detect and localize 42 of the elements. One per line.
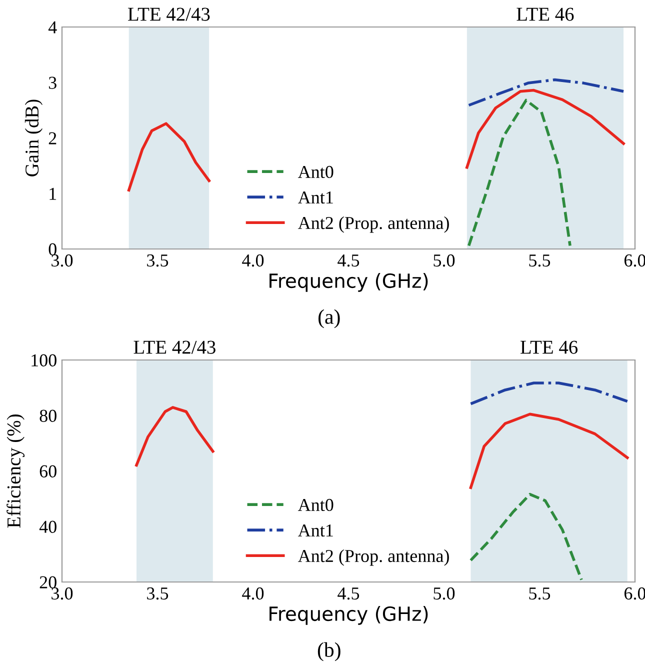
y-tick-label: 4 xyxy=(48,21,57,34)
x-tick-label: 5.5 xyxy=(529,254,550,267)
x-tick-label: 3.0 xyxy=(52,587,73,600)
y-tick-label: 100 xyxy=(32,354,56,366)
band-label: LTE 46 xyxy=(516,8,574,21)
y-tick-label: 40 xyxy=(39,520,56,533)
text: (a) xyxy=(318,309,340,328)
band-label: LTE 42/43 xyxy=(128,8,210,21)
line-series xyxy=(469,382,629,406)
y-tick-label: 20 xyxy=(40,576,56,588)
y-axis-title: Efficiency (%) xyxy=(6,414,24,528)
x-tick-label: 3.0 xyxy=(52,254,73,267)
x-tick-label: 4.5 xyxy=(338,588,360,600)
legend-label: Ant2 (Prop. antenna) xyxy=(298,549,449,566)
x-tick-label: 3.5 xyxy=(147,587,168,600)
x-tick-label: 4.5 xyxy=(338,254,360,267)
x-tick-label: 4.0 xyxy=(242,587,264,600)
x-tick-label: 3.5 xyxy=(147,254,168,267)
y-tick-label: 0 xyxy=(48,243,56,256)
band-label: LTE 42/43 xyxy=(134,340,216,354)
legend-label: Ant1 xyxy=(298,191,333,204)
x-tick-label: 5.0 xyxy=(434,587,455,600)
line-series xyxy=(467,78,625,107)
y-tick-label: 1 xyxy=(50,188,56,200)
y-tick-label: 80 xyxy=(40,410,56,422)
legend-label: Ant2 (Prop. antenna) xyxy=(298,216,449,233)
line-series xyxy=(467,98,572,248)
text: (b) xyxy=(318,642,340,662)
x-axis-title: Frequency (GHz) xyxy=(270,606,428,625)
y-tick-label: 3 xyxy=(48,76,56,89)
legend-label: Ant1 xyxy=(298,524,333,537)
x-tick-label: 5.0 xyxy=(434,254,455,267)
band-label: LTE 46 xyxy=(520,340,578,354)
x-tick-label: 5.5 xyxy=(529,588,550,600)
x-axis-title: Frequency (GHz) xyxy=(270,273,428,292)
x-tick-label: 4.0 xyxy=(242,254,264,267)
legend-label: Ant0 xyxy=(298,166,334,178)
legend-label: Ant0 xyxy=(298,498,334,512)
y-axis-title: Gain (dB) xyxy=(24,100,43,176)
y-tick-label: 2 xyxy=(48,132,56,144)
line-series xyxy=(469,492,583,582)
y-tick-label: 60 xyxy=(40,465,56,478)
